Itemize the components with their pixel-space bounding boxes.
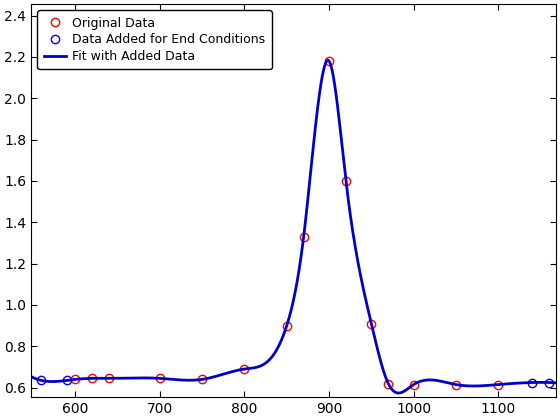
Fit with Added Data <box>395 391 402 396</box>
Fit with Added Data <box>229 369 236 374</box>
Original Data <box>495 382 502 387</box>
Data Added for End Conditions <box>529 380 535 385</box>
Fit with Added Data <box>252 365 259 370</box>
Fit with Added Data <box>324 58 331 63</box>
Original Data <box>241 367 248 372</box>
Line: Data Added for End Conditions: Data Added for End Conditions <box>37 376 553 387</box>
Original Data <box>452 382 459 387</box>
Data Added for End Conditions <box>38 378 45 383</box>
Fit with Added Data <box>28 374 35 379</box>
Original Data <box>72 377 78 382</box>
Legend: Original Data, Data Added for End Conditions, Fit with Added Data: Original Data, Data Added for End Condit… <box>38 10 272 69</box>
Data Added for End Conditions <box>545 380 552 385</box>
Original Data <box>199 377 206 382</box>
Original Data <box>410 382 417 387</box>
Original Data <box>106 376 113 381</box>
Fit with Added Data <box>553 380 559 385</box>
Fit with Added Data <box>486 383 493 388</box>
Fit with Added Data <box>543 380 549 385</box>
Original Data <box>343 178 349 184</box>
Original Data <box>300 234 307 239</box>
Fit with Added Data <box>87 376 94 381</box>
Data Added for End Conditions <box>63 378 70 383</box>
Original Data <box>385 381 391 386</box>
Line: Fit with Added Data: Fit with Added Data <box>31 60 556 393</box>
Original Data <box>156 376 163 381</box>
Original Data <box>88 376 95 381</box>
Original Data <box>326 58 333 63</box>
Original Data <box>368 321 375 326</box>
Original Data <box>283 323 290 328</box>
Fit with Added Data <box>119 376 125 381</box>
Line: Original Data: Original Data <box>71 57 502 389</box>
